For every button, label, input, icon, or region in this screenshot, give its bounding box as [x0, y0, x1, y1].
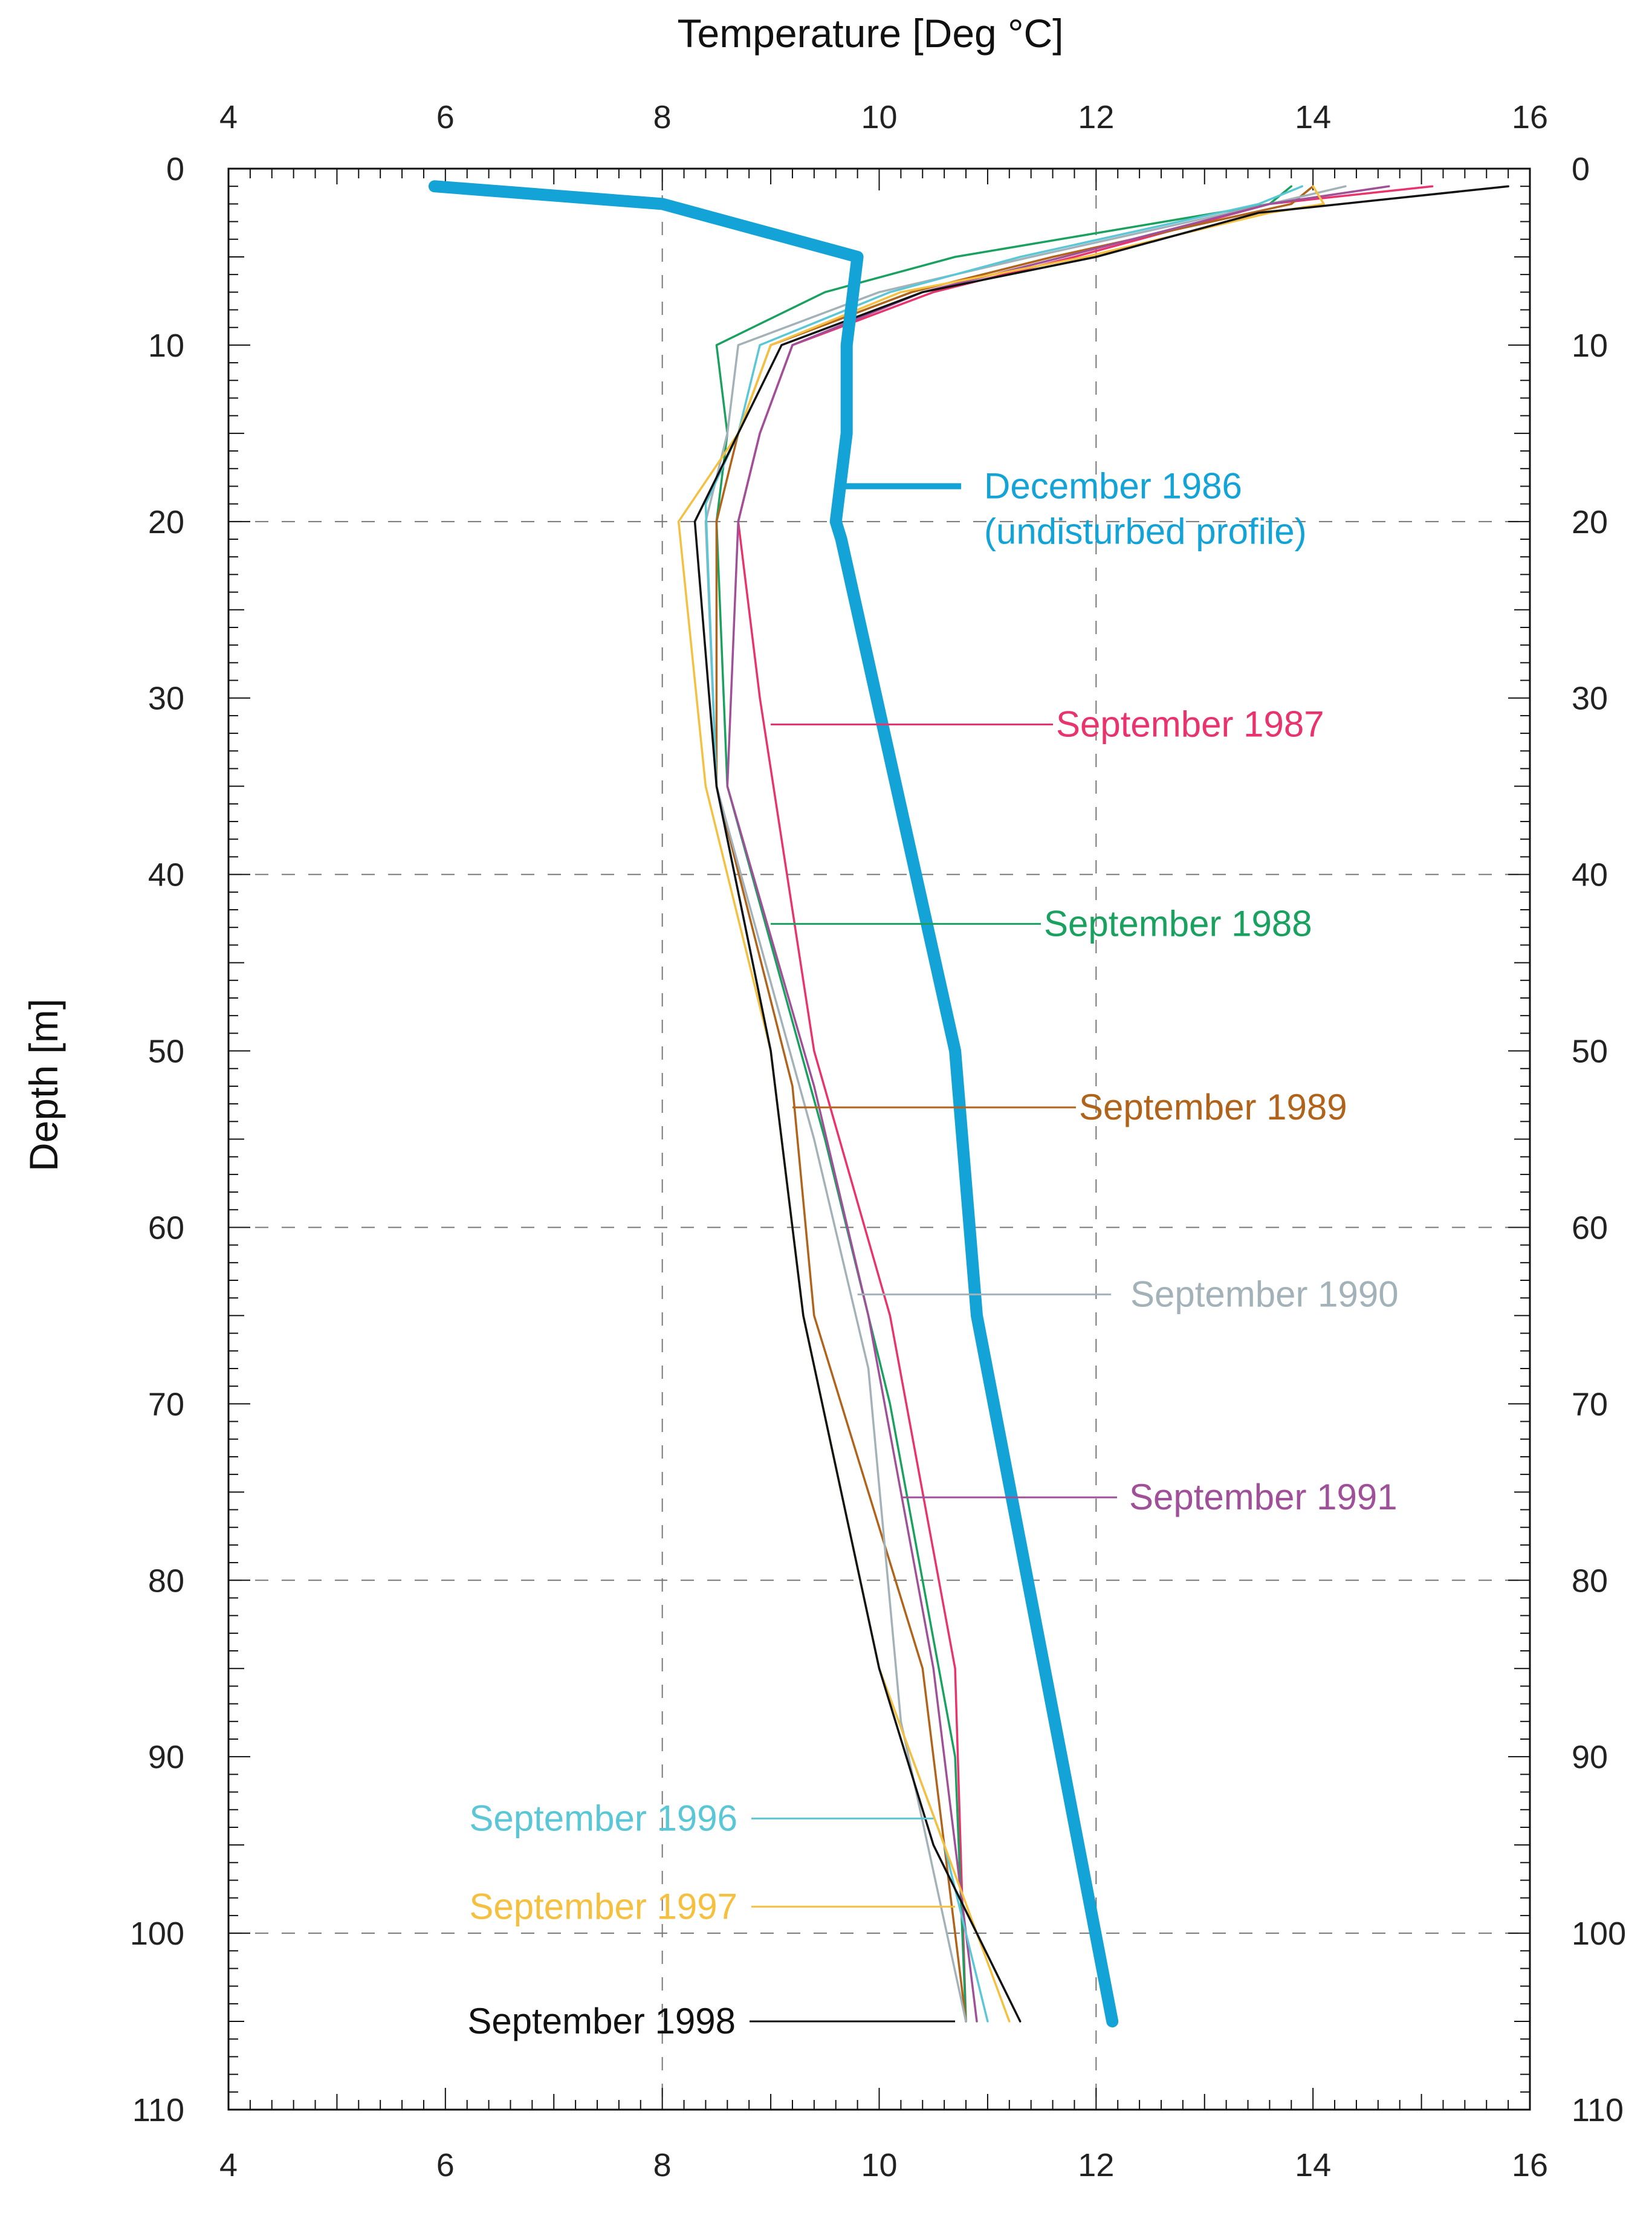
- series-leader-lines: [750, 483, 1117, 2023]
- y-tick-label-left: 10: [148, 328, 184, 364]
- y-tick-label-right: 90: [1572, 1739, 1608, 1775]
- x-tick-label-bottom: 8: [653, 2147, 672, 2183]
- y-tick-label-left: 110: [132, 2092, 184, 2128]
- y-tick-label-right: 110: [1572, 2092, 1624, 2128]
- series-lines: [428, 180, 1509, 2027]
- x-tick-label-top: 14: [1295, 99, 1331, 135]
- y-tick-label-left: 90: [148, 1739, 184, 1775]
- x-tick-label-bottom: 10: [861, 2147, 897, 2183]
- series-label-2: September 1989: [1079, 1087, 1347, 1127]
- y-tick-label-right: 0: [1572, 151, 1590, 187]
- tick-labels: 4 4 6 6 8 8 10 10 12 12 14 14 16 16 0 0 10 10 20 20 30 30 40 40…: [130, 99, 1626, 2183]
- x-tick-label-top: 8: [653, 99, 672, 135]
- series-label-4: September 1991: [1129, 1477, 1398, 1517]
- y-tick-label-right: 100: [1572, 1916, 1626, 1952]
- series-label-1: September 1988: [1044, 903, 1312, 944]
- series-line-1: [715, 185, 1293, 2023]
- series-line-2: [715, 185, 1314, 2023]
- series-label-0: September 1987: [1056, 704, 1324, 745]
- y-tick-label-right: 50: [1572, 1034, 1608, 1070]
- y-tick-label-left: 40: [148, 857, 184, 893]
- y-tick-label-left: 80: [148, 1563, 184, 1599]
- series-label-5: September 1996: [469, 1798, 737, 1838]
- axis-ticks: [228, 168, 1531, 2110]
- series-label-3: September 1990: [1130, 1274, 1399, 1314]
- series-label-8: December 1986: [984, 465, 1242, 506]
- series-label-6: September 1997: [469, 1886, 737, 1926]
- y-tick-label-right: 40: [1572, 857, 1608, 893]
- y-tick-label-left: 30: [148, 681, 184, 717]
- x-tick-label-bottom: 14: [1295, 2147, 1331, 2183]
- series-line-7: [693, 185, 1509, 2023]
- y-tick-label-left: 20: [148, 504, 184, 540]
- x-tick-label-top: 12: [1078, 99, 1114, 135]
- y-tick-label-left: 50: [148, 1034, 184, 1070]
- x-tick-label-bottom: 6: [436, 2147, 455, 2183]
- y-tick-label-right: 20: [1572, 504, 1608, 540]
- x-tick-label-bottom: 12: [1078, 2147, 1114, 2183]
- grid-lines: [228, 169, 1530, 2110]
- series-labels: September 1987 September 1988 September 19…: [467, 465, 1398, 2041]
- x-axis-title: Temperature [Deg °C]: [678, 11, 1064, 56]
- y-tick-label-left: 100: [130, 1916, 184, 1952]
- x-tick-label-top: 10: [861, 99, 897, 135]
- x-tick-label-top: 16: [1512, 99, 1548, 135]
- y-tick-label-right: 30: [1572, 681, 1608, 717]
- y-tick-label-right: 60: [1572, 1210, 1608, 1246]
- y-tick-label-right: 10: [1572, 328, 1608, 364]
- series-label-7: September 1998: [467, 2001, 736, 2041]
- x-tick-label-bottom: 4: [219, 2147, 238, 2183]
- x-tick-label-top: 4: [219, 99, 238, 135]
- y-tick-label-left: 0: [166, 151, 184, 187]
- y-axis-title: Depth [m]: [21, 999, 66, 1171]
- y-tick-label-left: 60: [148, 1210, 184, 1246]
- y-tick-label-right: 70: [1572, 1386, 1608, 1422]
- x-tick-label-bottom: 16: [1512, 2147, 1548, 2183]
- x-tick-label-top: 6: [436, 99, 455, 135]
- series-line-8: [428, 180, 1119, 2027]
- series-line-4: [726, 185, 1390, 2023]
- series-label-8-line2: (undisturbed profile): [984, 511, 1307, 551]
- y-tick-label-right: 80: [1572, 1563, 1608, 1599]
- y-tick-label-left: 70: [148, 1386, 184, 1422]
